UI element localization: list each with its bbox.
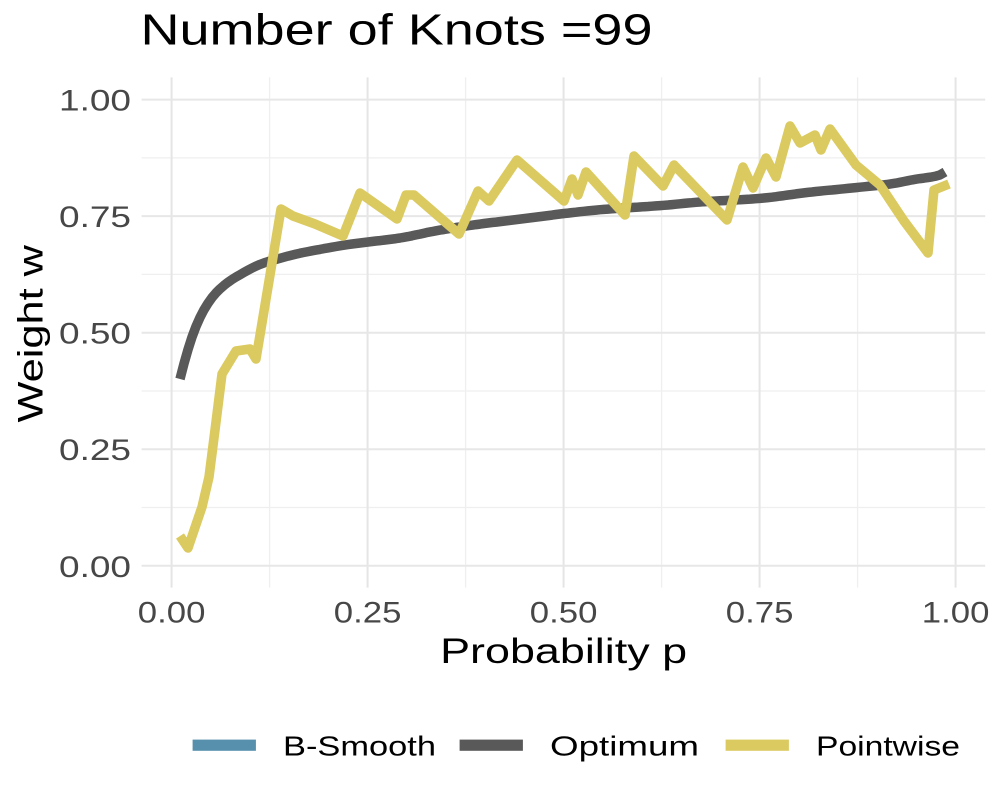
svg-text:0.25: 0.25 — [334, 597, 402, 630]
svg-text:1.00: 1.00 — [59, 85, 131, 118]
svg-text:B-Smooth: B-Smooth — [283, 730, 436, 761]
svg-text:Weight w: Weight w — [12, 244, 51, 422]
svg-text:Pointwise: Pointwise — [816, 730, 960, 761]
svg-text:0.75: 0.75 — [59, 201, 131, 234]
svg-text:0.50: 0.50 — [59, 318, 131, 351]
svg-text:0.00: 0.00 — [59, 551, 131, 584]
svg-text:0.75: 0.75 — [726, 597, 794, 630]
svg-text:0.00: 0.00 — [138, 597, 206, 630]
svg-text:0.25: 0.25 — [59, 434, 131, 467]
svg-text:Number of Knots =99: Number of Knots =99 — [141, 6, 653, 55]
svg-text:Optimum: Optimum — [550, 730, 699, 761]
svg-text:1.00: 1.00 — [922, 597, 990, 630]
svg-text:0.50: 0.50 — [530, 597, 598, 630]
svg-text:Probability p: Probability p — [440, 632, 687, 671]
